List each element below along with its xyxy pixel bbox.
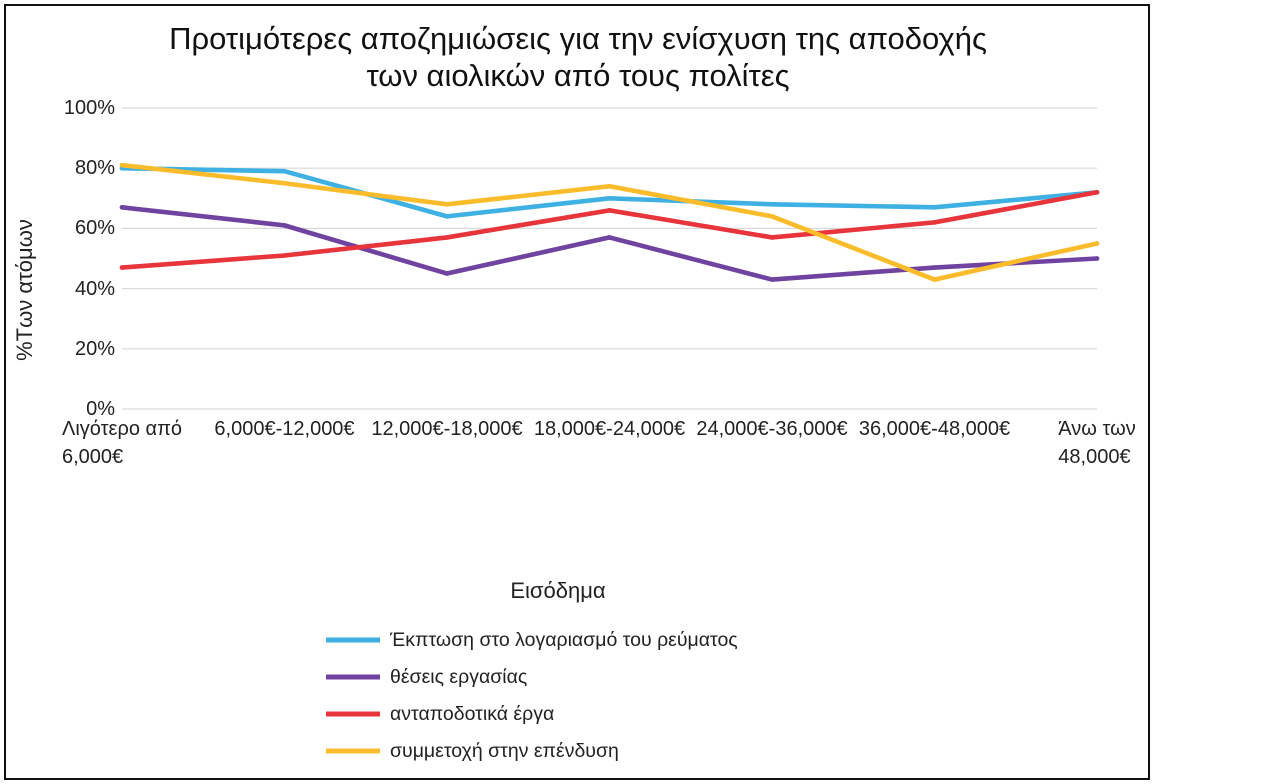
x-tick-label-3: 18,000€-24,000€ xyxy=(533,418,686,440)
legend-label-3: συμμετοχή στην επένδυση xyxy=(390,740,619,762)
series-2 xyxy=(119,189,1100,270)
data-point-s3-4 xyxy=(769,214,775,219)
x-tick-label-0: Λιγότερο από 6,000€ xyxy=(62,418,182,468)
data-point-s0-5 xyxy=(932,205,937,210)
legend-swatches xyxy=(326,637,380,754)
legend-label-0: Έκπτωση στο λογαριασμό του ρεύματος xyxy=(390,629,738,651)
data-point-s3-0 xyxy=(119,162,125,168)
gridlines xyxy=(122,107,1097,410)
x-tick-label-2: 12,000€-18,000€ xyxy=(371,418,523,440)
data-point-s0-2 xyxy=(444,214,450,219)
data-point-s2-3 xyxy=(607,208,612,213)
y-tick-label-40: 40% xyxy=(74,277,115,300)
data-point-s3-3 xyxy=(607,183,612,189)
data-point-s1-3 xyxy=(607,235,612,240)
y-tick-label-0: 0% xyxy=(86,398,115,420)
data-point-s1-0 xyxy=(119,205,125,210)
data-point-s1-2 xyxy=(444,271,450,276)
y-tick-label-60: 60% xyxy=(74,217,115,240)
data-point-s2-5 xyxy=(932,220,937,225)
data-point-s3-1 xyxy=(282,180,287,186)
data-point-s0-3 xyxy=(607,196,612,201)
data-point-s2-6 xyxy=(1094,189,1100,195)
data-point-s2-0 xyxy=(119,265,125,270)
y-tick-label-80: 80% xyxy=(74,157,115,180)
legend-label-2: ανταποδοτικά έργα xyxy=(390,703,555,725)
y-tick-label-100: 100% xyxy=(63,97,115,119)
legend-label-1: θέσεις εργασίας xyxy=(390,666,528,688)
series-lines xyxy=(119,162,1100,282)
data-point-s0-4 xyxy=(769,202,775,207)
data-point-s3-2 xyxy=(444,202,450,207)
chart-frame xyxy=(4,4,1150,780)
data-point-s3-6 xyxy=(1094,241,1100,246)
y-tick-label-20: 20% xyxy=(74,337,115,360)
data-point-s1-4 xyxy=(769,277,775,282)
data-point-s2-2 xyxy=(444,235,450,240)
x-axis-title: Εισόδημα xyxy=(510,578,606,603)
data-point-s1-5 xyxy=(932,265,937,270)
data-point-s1-6 xyxy=(1094,256,1100,261)
x-tick-label-1: 6,000€-12,000€ xyxy=(214,418,355,440)
data-point-s3-5 xyxy=(932,277,937,282)
x-tick-label-4: 24,000€-36,000€ xyxy=(696,418,848,440)
chart-title: Προτιμότερες αποζημιώσεις για την ενίσχυ… xyxy=(169,21,987,93)
x-tick-label-5: 36,000€-48,000€ xyxy=(858,418,1011,440)
data-point-s1-1 xyxy=(282,223,287,228)
data-point-s2-4 xyxy=(769,235,775,240)
data-point-s0-1 xyxy=(282,168,287,174)
series-3 xyxy=(119,162,1100,282)
x-tick-label-6: Άνω των 48,000€ xyxy=(1058,418,1136,468)
series-1 xyxy=(119,205,1100,282)
data-point-s2-1 xyxy=(282,253,287,258)
